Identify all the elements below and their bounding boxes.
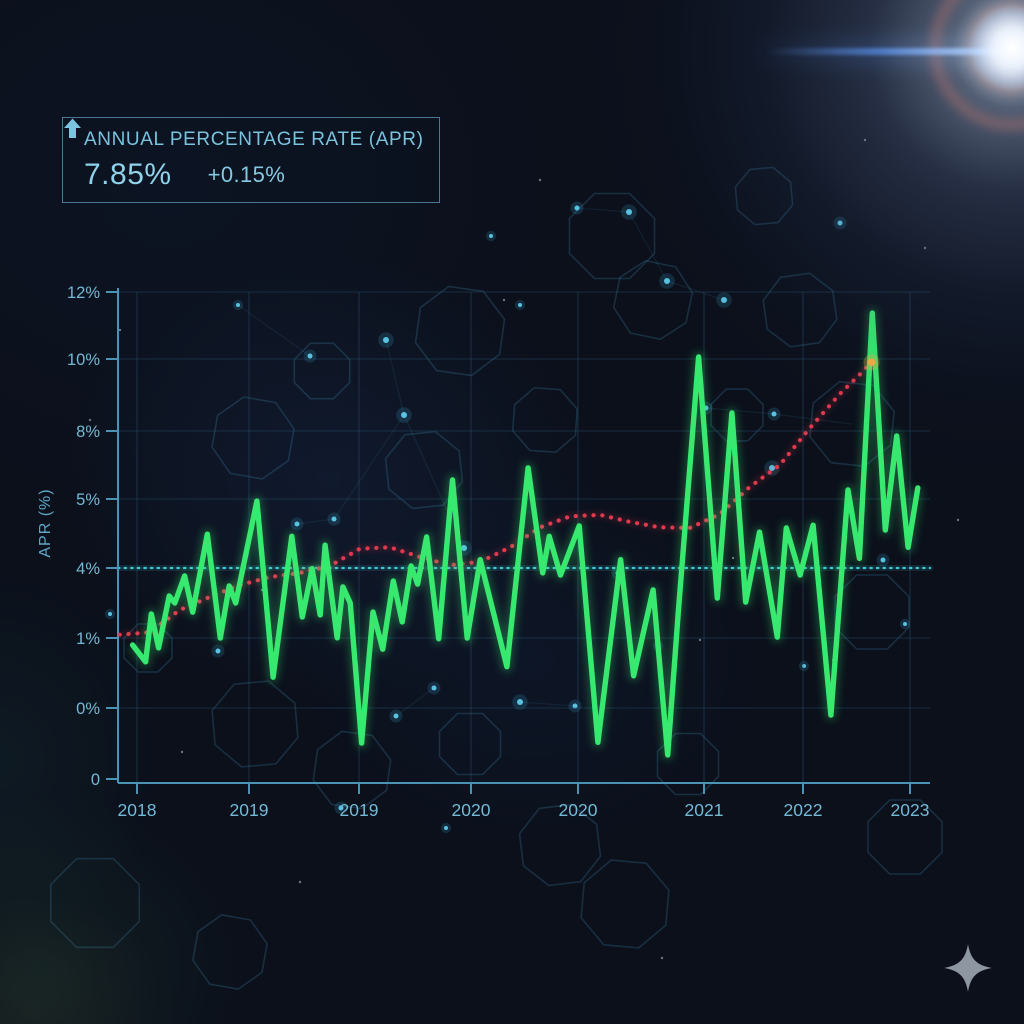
kpi-title: ANNUAL PERCENTAGE RATE (APR)	[84, 129, 424, 150]
x-tick-label: 2018	[118, 800, 157, 820]
y-tick-label: 8%	[76, 423, 100, 441]
kpi-value-row: 7.85% +0.15%	[64, 118, 419, 192]
y-axis-title: APR (%)	[37, 488, 54, 558]
x-tick-label: 2020	[559, 800, 598, 820]
y-tick-label: 10%	[67, 351, 100, 369]
y-tick-label: 12%	[67, 284, 100, 302]
y-tick-label: 0%	[76, 700, 100, 718]
sparkle-icon	[944, 944, 992, 992]
kpi-value: 7.85%	[84, 158, 172, 191]
y-tick-label: 0	[91, 771, 100, 789]
kpi-card: ANNUAL PERCENTAGE RATE (APR) 7.85% +0.15…	[62, 117, 440, 203]
y-tick-label: 5%	[76, 491, 100, 509]
kpi-delta: +0.15%	[207, 162, 286, 187]
x-tick-label: 2020	[452, 800, 491, 820]
y-tick-label: 4%	[76, 560, 100, 578]
x-tick-label: 2019	[230, 800, 269, 820]
trend-end-marker	[867, 358, 876, 367]
x-tick-label: 2022	[784, 800, 823, 820]
x-tick-label: 2021	[685, 800, 724, 820]
x-tick-label: 2023	[891, 800, 930, 820]
y-tick-label: 1%	[76, 630, 100, 648]
x-tick-label: 2019	[340, 800, 379, 820]
